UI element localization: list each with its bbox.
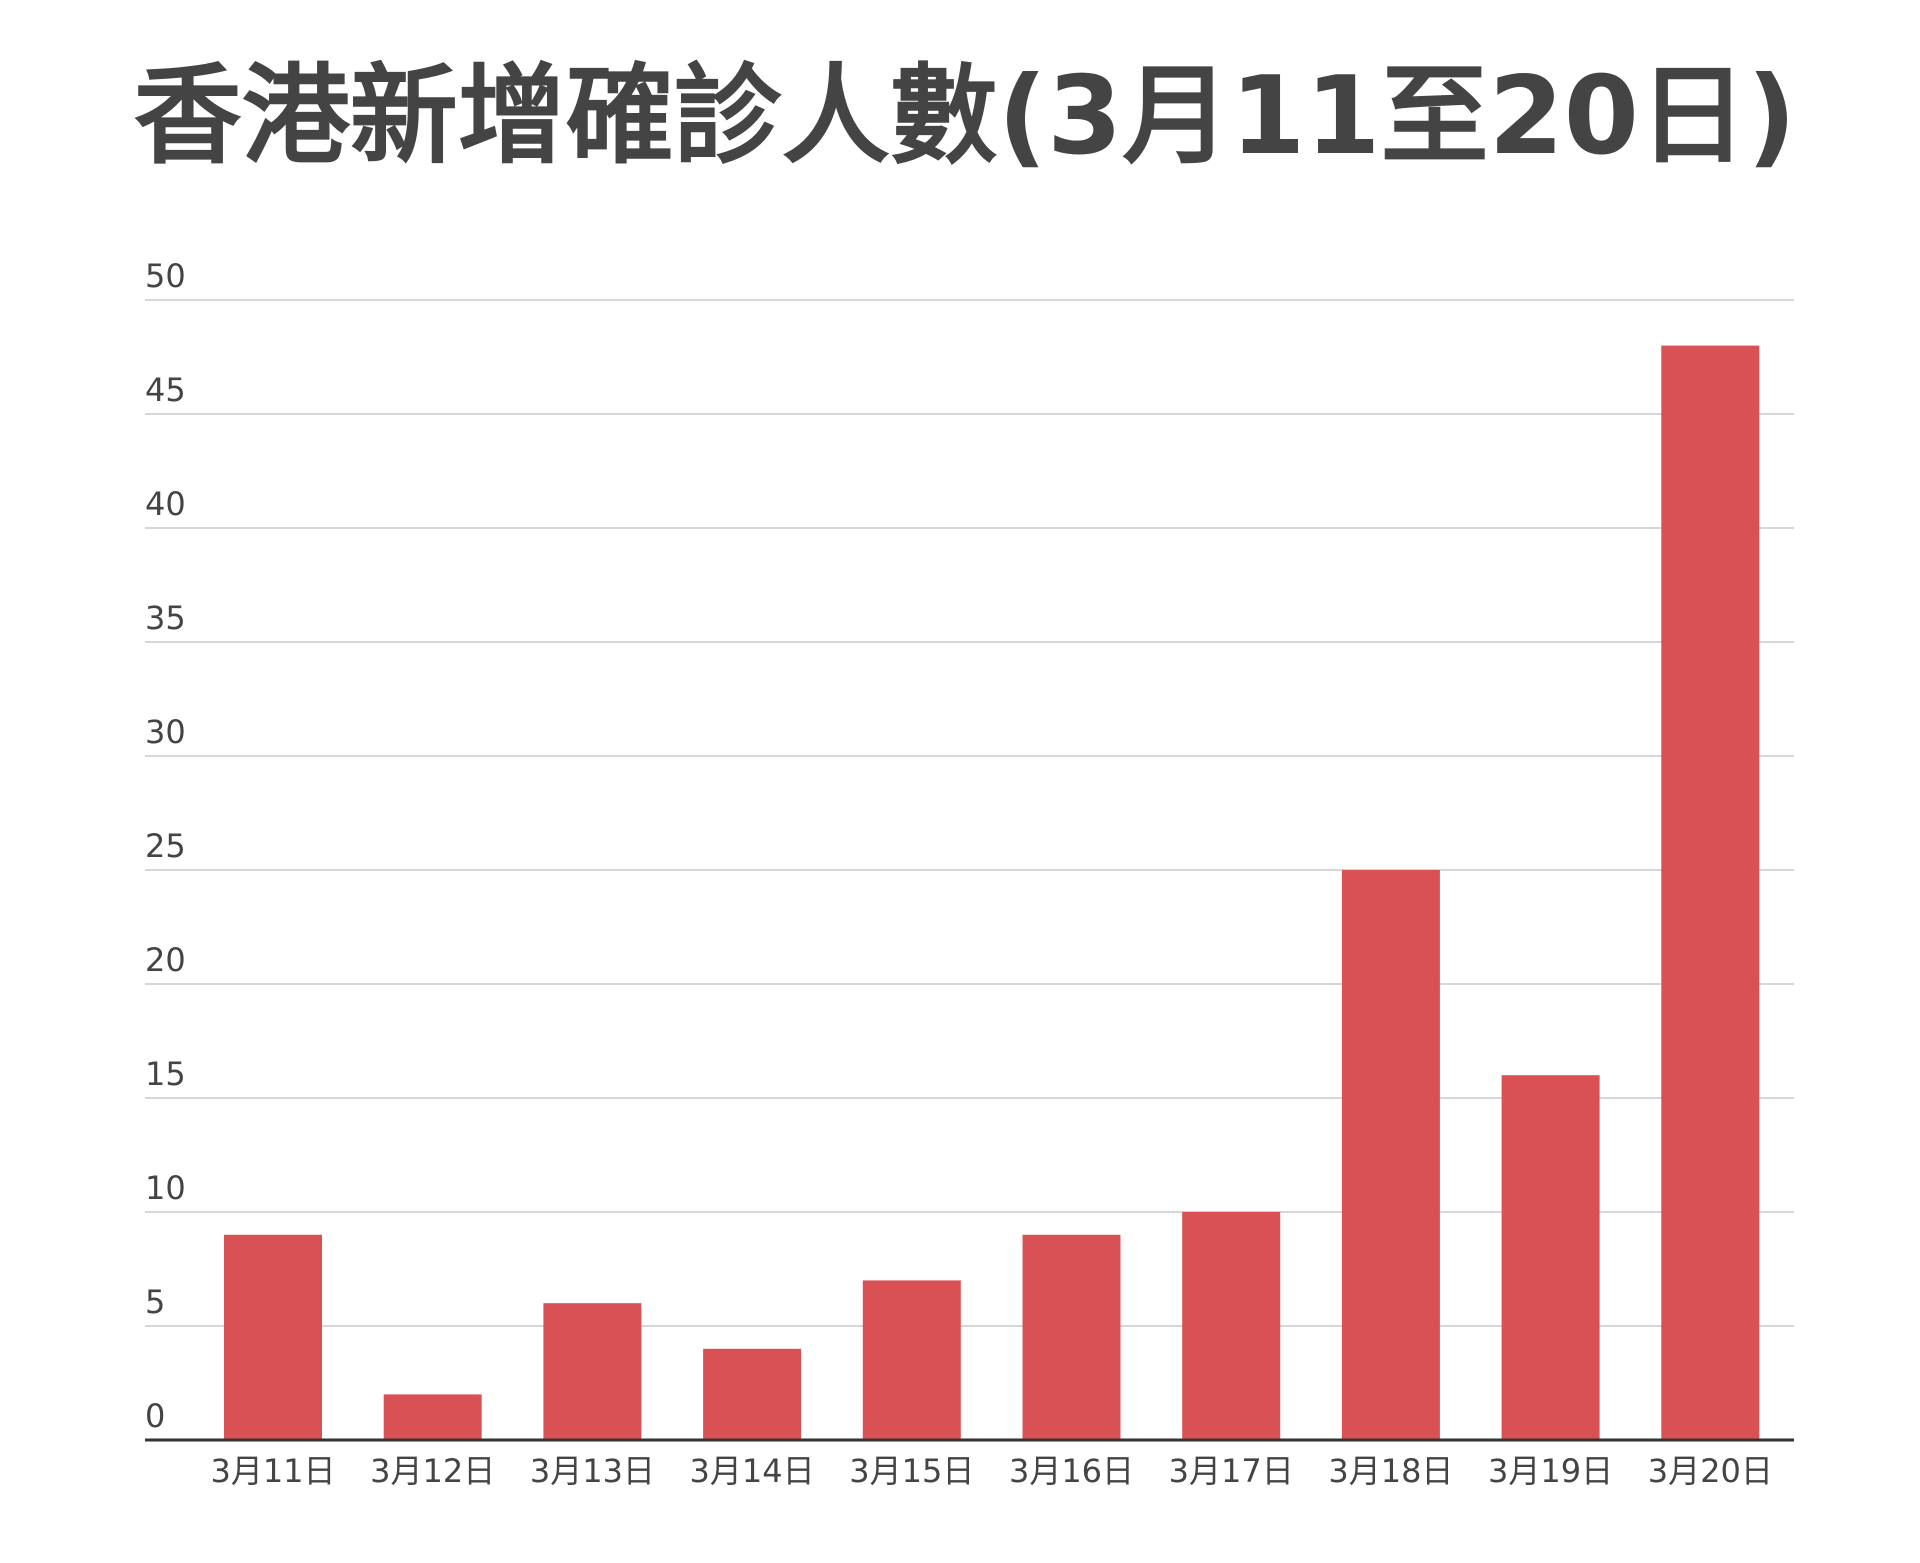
y-tick-label: 30	[145, 713, 186, 751]
x-tick-label: 3月15日	[849, 1452, 974, 1490]
y-tick-label: 45	[145, 371, 186, 409]
bar	[862, 1280, 961, 1440]
bar	[703, 1348, 802, 1440]
bar	[383, 1394, 482, 1440]
x-tick-label: 3月18日	[1328, 1452, 1453, 1490]
x-tick-label: 3月17日	[1169, 1452, 1294, 1490]
y-tick-label: 15	[145, 1055, 186, 1093]
bar	[1182, 1212, 1281, 1440]
x-tick-label: 3月20日	[1648, 1452, 1773, 1490]
chart-title: 香港新增確診人數(3月11至20日)	[134, 54, 1796, 179]
bar	[1501, 1075, 1600, 1440]
x-tick-label: 3月13日	[530, 1452, 655, 1490]
y-tick-label: 40	[145, 485, 186, 523]
bar	[543, 1303, 642, 1440]
y-tick-label: 0	[145, 1397, 165, 1435]
y-tick-label: 10	[145, 1169, 186, 1207]
x-tick-label: 3月16日	[1009, 1452, 1134, 1490]
x-tick-label: 3月12日	[370, 1452, 495, 1490]
y-tick-label: 35	[145, 599, 186, 637]
y-tick-label: 25	[145, 827, 186, 865]
bar	[224, 1234, 322, 1440]
x-tick-label: 3月19日	[1488, 1452, 1613, 1490]
x-tick-label: 3月11日	[210, 1452, 335, 1490]
y-tick-label: 5	[145, 1283, 165, 1321]
bar	[1661, 345, 1760, 1441]
y-tick-label: 50	[145, 257, 186, 295]
bar	[1022, 1234, 1121, 1440]
bar	[1341, 870, 1440, 1440]
x-tick-label: 3月14日	[690, 1452, 815, 1490]
y-tick-label: 20	[145, 941, 186, 979]
